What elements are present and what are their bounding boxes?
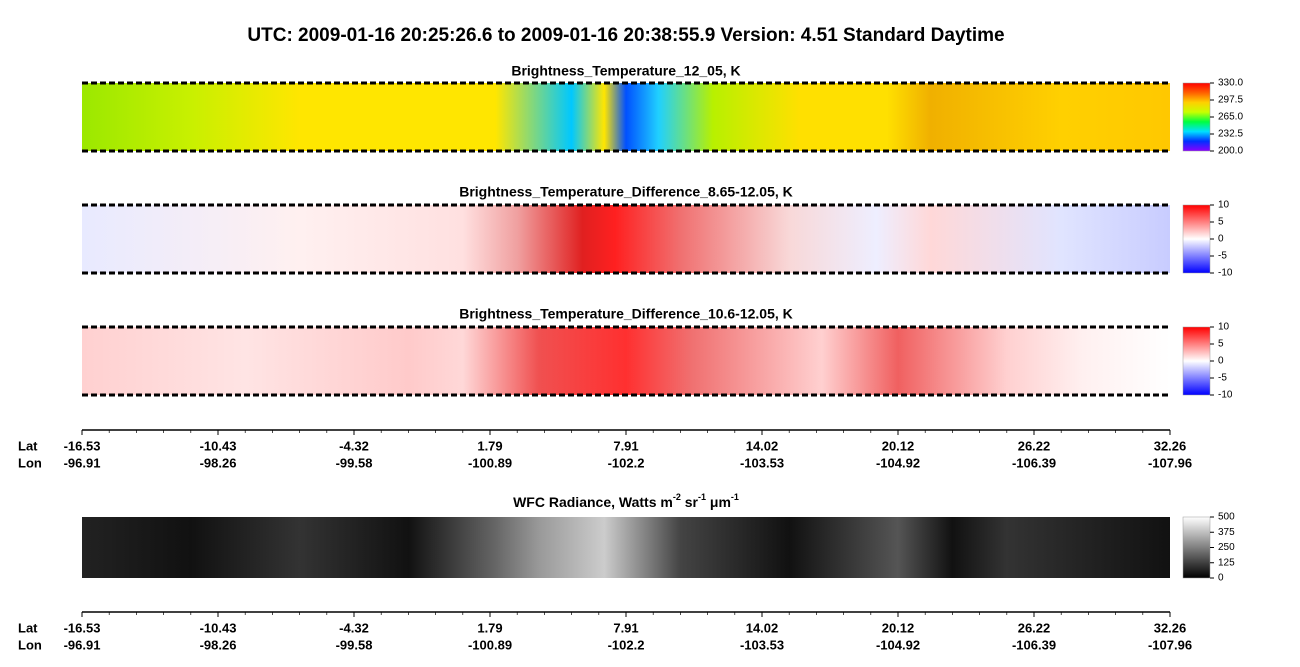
lat-tick-label: -10.43	[200, 438, 237, 453]
lat-tick-label: 1.79	[477, 438, 502, 453]
swath-image	[82, 83, 1170, 151]
lat-label: Lat	[18, 438, 38, 453]
lat-tick-label: 7.91	[613, 438, 638, 453]
colorbar-tick-label: -5	[1218, 373, 1227, 384]
lat-label: Lat	[18, 620, 38, 635]
colorbar-tick-label: 250	[1218, 542, 1235, 553]
lat-tick-label: 14.02	[746, 620, 779, 635]
colorbar	[1182, 82, 1211, 152]
lat-tick-label: 20.12	[882, 438, 915, 453]
colorbar-tick-label: 0	[1218, 356, 1224, 367]
lat-tick-label: 1.79	[477, 620, 502, 635]
colorbar-tick-label: 5	[1218, 217, 1224, 228]
lat-tick-label: 32.26	[1154, 438, 1187, 453]
lon-tick-label: -96.91	[64, 637, 101, 652]
lat-tick-label: -16.53	[64, 438, 101, 453]
lon-tick-label: -102.2	[608, 637, 645, 652]
colorbar-tick-label: 297.5	[1218, 95, 1243, 106]
colorbar-tick-label: 10	[1218, 200, 1230, 211]
lat-tick-label: 7.91	[613, 620, 638, 635]
lon-tick-label: -107.96	[1148, 637, 1192, 652]
lon-tick-label: -103.53	[740, 455, 784, 470]
lon-tick-label: -100.89	[468, 637, 512, 652]
lon-tick-label: -98.26	[200, 637, 237, 652]
panel-title: Brightness_Temperature_12_05, K	[511, 63, 740, 79]
panel-title: WFC Radiance, Watts m-2 sr-1 μm-1	[513, 492, 739, 509]
colorbar-tick-label: 10	[1218, 322, 1230, 333]
swath-image	[82, 327, 1170, 395]
lon-tick-label: -104.92	[876, 637, 920, 652]
panel-title: Brightness_Temperature_Difference_8.65-1…	[459, 184, 793, 200]
lat-tick-label: -10.43	[200, 620, 237, 635]
colorbar-tick-label: -5	[1218, 251, 1227, 262]
lon-tick-label: -104.92	[876, 455, 920, 470]
lon-tick-label: -106.39	[1012, 637, 1056, 652]
colorbar-tick-label: 0	[1218, 234, 1224, 245]
lat-tick-label: 14.02	[746, 438, 779, 453]
lon-tick-label: -102.2	[608, 455, 645, 470]
colorbar-tick-label: 5	[1218, 339, 1224, 350]
lon-tick-label: -98.26	[200, 455, 237, 470]
colorbar-tick-label: -10	[1218, 390, 1233, 401]
lon-tick-label: -107.96	[1148, 455, 1192, 470]
lat-tick-label: -4.32	[339, 438, 369, 453]
lon-tick-label: -106.39	[1012, 455, 1056, 470]
colorbar-tick-label: -10	[1218, 268, 1233, 279]
lon-label: Lon	[18, 637, 42, 652]
lat-tick-label: 32.26	[1154, 620, 1187, 635]
lat-tick-label: 26.22	[1018, 620, 1051, 635]
lon-tick-label: -99.58	[336, 637, 373, 652]
lat-tick-label: -4.32	[339, 620, 369, 635]
colorbar-tick-label: 232.5	[1218, 129, 1243, 140]
colorbar-tick-label: 200.0	[1218, 146, 1243, 157]
lat-tick-label: 20.12	[882, 620, 915, 635]
colorbar	[1182, 516, 1211, 579]
colorbar	[1182, 326, 1211, 396]
lon-label: Lon	[18, 455, 42, 470]
colorbar	[1182, 204, 1211, 274]
lon-tick-label: -99.58	[336, 455, 373, 470]
swath-image	[82, 517, 1170, 578]
lat-tick-label: -16.53	[64, 620, 101, 635]
lon-tick-label: -103.53	[740, 637, 784, 652]
panel-title: Brightness_Temperature_Difference_10.6-1…	[459, 306, 793, 322]
colorbar-tick-label: 500	[1218, 512, 1235, 523]
colorbar-tick-label: 375	[1218, 527, 1235, 538]
colorbar-tick-label: 125	[1218, 557, 1235, 568]
colorbar-tick-label: 330.0	[1218, 78, 1243, 89]
lat-tick-label: 26.22	[1018, 438, 1051, 453]
figure-title: UTC: 2009-01-16 20:25:26.6 to 2009-01-16…	[247, 25, 1004, 46]
swath-image	[82, 205, 1170, 273]
lon-tick-label: -100.89	[468, 455, 512, 470]
colorbar-tick-label: 265.0	[1218, 112, 1243, 123]
colorbar-tick-label: 0	[1218, 573, 1224, 584]
lon-tick-label: -96.91	[64, 455, 101, 470]
